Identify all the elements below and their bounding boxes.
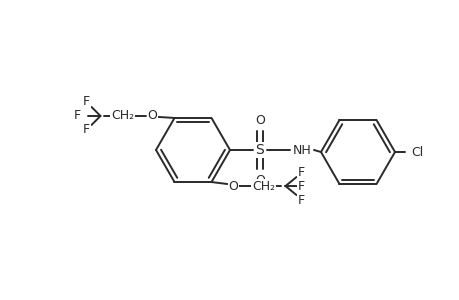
- Text: CH₂: CH₂: [111, 110, 134, 122]
- Text: F: F: [83, 95, 90, 109]
- Text: S: S: [255, 143, 264, 157]
- Text: O: O: [254, 113, 264, 127]
- Text: F: F: [297, 166, 304, 178]
- Text: O: O: [228, 179, 238, 193]
- Text: F: F: [297, 179, 304, 193]
- Text: O: O: [147, 110, 157, 122]
- Text: F: F: [73, 110, 80, 122]
- Text: O: O: [254, 173, 264, 187]
- Text: NH: NH: [292, 143, 311, 157]
- Text: CH₂: CH₂: [252, 179, 274, 193]
- Text: F: F: [297, 194, 304, 206]
- Text: Cl: Cl: [410, 146, 422, 158]
- Text: F: F: [83, 124, 90, 136]
